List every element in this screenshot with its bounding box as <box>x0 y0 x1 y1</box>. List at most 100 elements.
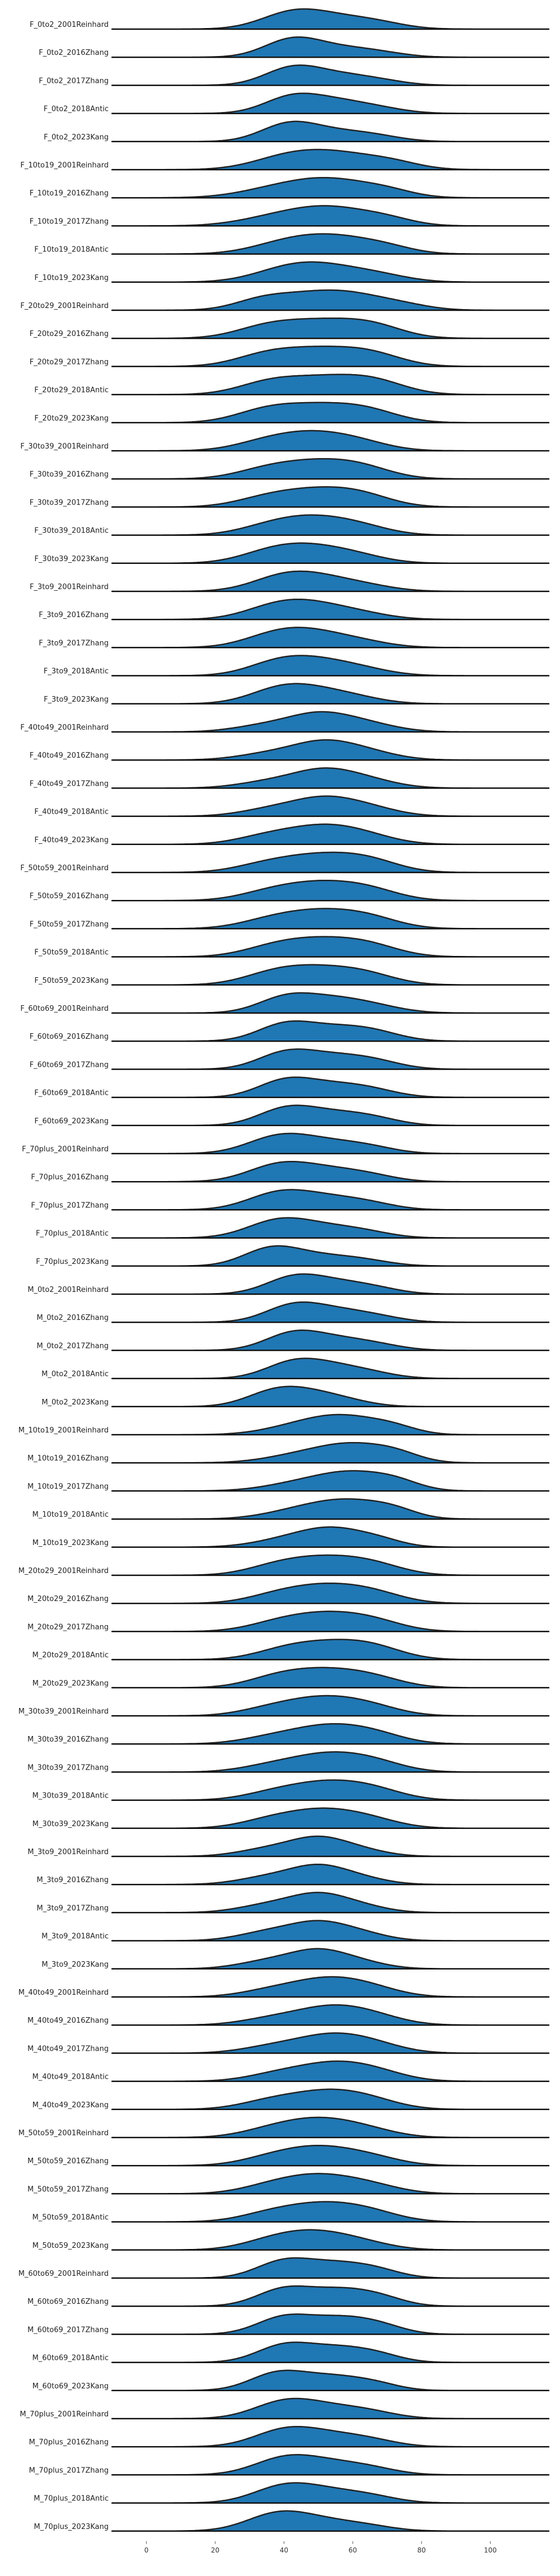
ridge-area <box>111 2454 550 2476</box>
row-label: F_40to49_2001Reinhard <box>20 724 109 732</box>
ridge-area <box>111 1357 550 1379</box>
row-label: M_30to39_2023Kang <box>32 1820 109 1828</box>
ridge-row: F_40to49_2016Zhang <box>30 739 550 761</box>
ridge-row: F_10to19_2018Antic <box>34 233 550 255</box>
row-label: F_70plus_2017Zhang <box>31 1201 109 1210</box>
row-label: M_20to29_2017Zhang <box>27 1623 109 1631</box>
ridge-area <box>111 1189 550 1211</box>
ridge-area <box>111 964 550 986</box>
ridge-row: M_10to19_2018Antic <box>32 1498 550 1520</box>
ridge-area <box>111 1413 550 1436</box>
ridge-row: M_50to59_2001Reinhard <box>18 2116 550 2139</box>
ridge-area <box>111 36 550 58</box>
ridge-row: M_60to69_2023Kang <box>32 2369 550 2392</box>
ridge-row: M_30to39_2018Antic <box>32 1779 550 1801</box>
ridge-row: M_0to2_2017Zhang <box>37 1329 550 1351</box>
row-label: F_40to49_2017Zhang <box>30 780 109 788</box>
ridge-area <box>111 374 550 395</box>
ridge-area <box>111 8 550 30</box>
ridge-area <box>111 627 550 648</box>
ridge-area <box>111 2144 550 2167</box>
row-label: M_40to49_2018Antic <box>32 2073 109 2082</box>
row-label: M_3to9_2017Zhang <box>37 1904 109 1912</box>
ridge-row: M_60to69_2001Reinhard <box>18 2257 550 2279</box>
row-label: F_10to19_2016Zhang <box>30 189 109 198</box>
row-label: M_60to69_2018Antic <box>32 2354 109 2363</box>
row-label: M_50to59_2018Antic <box>32 2214 109 2222</box>
ridge-row: M_60to69_2017Zhang <box>27 2313 550 2335</box>
row-label: F_50to59_2001Reinhard <box>20 864 109 872</box>
row-label: M_50to59_2001Reinhard <box>18 2129 109 2138</box>
row-label: M_30to39_2001Reinhard <box>18 1707 109 1716</box>
ridge-row: F_20to29_2017Zhang <box>30 346 550 367</box>
ridge-row: F_50to59_2018Antic <box>34 936 550 958</box>
ridge-area <box>111 148 550 171</box>
ridge-row: F_3to9_2016Zhang <box>39 598 550 620</box>
ridge-row: M_40to49_2001Reinhard <box>18 1976 550 1998</box>
ridge-row: M_50to59_2023Kang <box>32 2229 550 2251</box>
ridge-row: M_70plus_2017Zhang <box>29 2454 550 2476</box>
ridge-row: F_3to9_2001Reinhard <box>30 570 550 592</box>
ridge-row: F_40to49_2023Kang <box>35 823 550 846</box>
x-tick-label: 80 <box>417 2546 426 2554</box>
ridge-row: M_20to29_2001Reinhard <box>18 1554 550 1576</box>
ridge-area <box>111 233 550 255</box>
row-label: M_3to9_2018Antic <box>41 1933 109 1941</box>
row-label: F_40to49_2018Antic <box>34 808 109 816</box>
row-label: F_3to9_2023Kang <box>44 696 109 704</box>
row-label: F_10to19_2001Reinhard <box>20 161 109 170</box>
row-label: F_60to69_2016Zhang <box>30 1033 109 1041</box>
row-label: F_30to39_2023Kang <box>35 555 109 563</box>
row-label: F_30to39_2016Zhang <box>30 470 109 479</box>
ridge-row: M_70plus_2023Kang <box>34 2510 550 2532</box>
ridge-area <box>111 655 550 676</box>
ridge-area <box>111 2285 550 2307</box>
ridge-area <box>111 346 550 367</box>
ridge-row: F_30to39_2016Zhang <box>30 458 550 480</box>
ridge-row: M_20to29_2017Zhang <box>27 1611 550 1632</box>
row-label: F_10to19_2023Kang <box>35 274 109 282</box>
ridge-area <box>111 2229 550 2251</box>
row-label: M_10to19_2016Zhang <box>27 1454 109 1463</box>
row-label: F_60to69_2001Reinhard <box>20 1005 109 1013</box>
row-label: M_3to9_2016Zhang <box>37 1876 109 1884</box>
ridge-row: F_0to2_2023Kang <box>44 120 550 143</box>
row-label: F_60to69_2023Kang <box>35 1117 109 1126</box>
ridge-row: F_70plus_2001Reinhard <box>22 1132 550 1155</box>
ridge-area <box>111 1076 550 1098</box>
row-label: F_30to39_2017Zhang <box>30 498 109 507</box>
ridge-row: F_30to39_2017Zhang <box>30 486 550 508</box>
ridge-row: F_0to2_2016Zhang <box>39 36 550 58</box>
row-label: F_3to9_2001Reinhard <box>30 583 109 591</box>
ridge-area <box>111 683 550 705</box>
ridge-row: F_10to19_2001Reinhard <box>20 148 550 171</box>
row-label: F_50to59_2017Zhang <box>30 920 109 928</box>
row-label: M_40to49_2001Reinhard <box>18 1989 109 1997</box>
row-label: F_20to29_2017Zhang <box>30 358 109 366</box>
row-label: F_50to59_2023Kang <box>35 977 109 985</box>
row-label: F_20to29_2016Zhang <box>30 330 109 338</box>
row-label: M_10to19_2018Antic <box>32 1511 109 1519</box>
ridge-area <box>111 851 550 874</box>
ridge-area <box>111 1301 550 1323</box>
ridge-row: M_60to69_2018Antic <box>32 2341 550 2363</box>
row-label: F_70plus_2001Reinhard <box>22 1145 109 1154</box>
ridge-row: M_10to19_2023Kang <box>32 1526 550 1548</box>
ridge-area <box>111 1048 550 1070</box>
row-label: M_0to2_2018Antic <box>41 1370 109 1379</box>
ridge-area <box>111 261 550 283</box>
row-label: M_30to39_2016Zhang <box>27 1735 109 1744</box>
row-label: M_10to19_2017Zhang <box>27 1482 109 1491</box>
ridge-row: F_20to29_2001Reinhard <box>20 289 550 311</box>
ridge-row: F_20to29_2023Kang <box>35 402 550 424</box>
row-label: F_3to9_2016Zhang <box>39 611 109 619</box>
ridge-row: F_70plus_2017Zhang <box>31 1189 550 1211</box>
row-label: M_60to69_2001Reinhard <box>18 2270 109 2278</box>
ridge-row: M_40to49_2018Antic <box>32 2060 550 2082</box>
ridge-row: F_50to59_2017Zhang <box>30 908 550 930</box>
x-tick-label: 20 <box>211 2546 220 2554</box>
row-label: F_50to59_2018Antic <box>34 949 109 957</box>
ridge-row: F_30to39_2023Kang <box>35 542 550 564</box>
ridge-row: M_3to9_2023Kang <box>41 1948 550 1970</box>
